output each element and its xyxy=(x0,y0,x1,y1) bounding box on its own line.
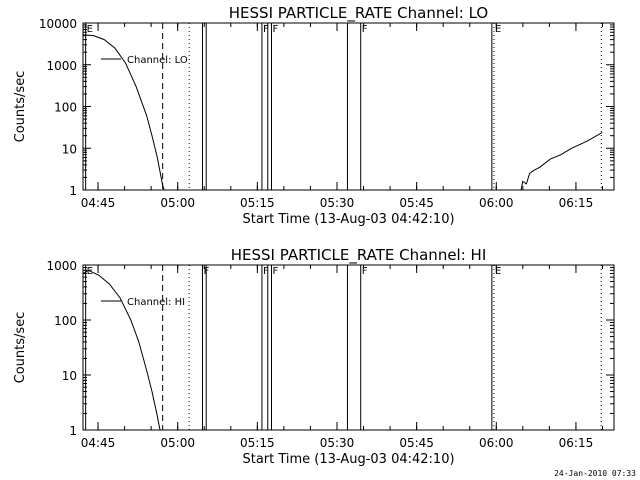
panel-2-x-tick-label: 06:15 xyxy=(559,436,594,450)
panel-1-series-line xyxy=(520,131,603,191)
panel-1-y-axis-label: Counts/sec xyxy=(13,71,28,143)
panel-1-event-flag-label: E xyxy=(495,24,501,35)
panel-1-y-tick-label: 10 xyxy=(62,142,77,156)
panel-2-y-tick-label: 1000 xyxy=(46,259,77,273)
panel-1-x-tick-label: 06:00 xyxy=(479,196,514,210)
panel-2-x-tick-label: 05:15 xyxy=(240,436,275,450)
panel-1-x-tick-label: 05:45 xyxy=(399,196,434,210)
panel-2-x-tick-label: 06:00 xyxy=(479,436,514,450)
panel-1-event-flag-label: E xyxy=(87,24,93,35)
panel-2-event-flag-label: F xyxy=(263,266,269,277)
footer-timestamp: 24-Jan-2010 07:33 xyxy=(554,469,636,478)
panel-1-x-axis-label: Start Time (13-Aug-03 04:42:10) xyxy=(242,212,454,227)
panel-1-y-tick-label: 100 xyxy=(54,101,77,115)
panel-2-x-tick-label: 04:45 xyxy=(81,436,116,450)
panel-1-legend-label: Channel: LO xyxy=(127,55,188,66)
panel-2-series-line xyxy=(82,269,161,431)
panel-1-event-flag-label: F xyxy=(362,24,368,35)
panel-2-plot-frame xyxy=(82,264,615,431)
panel-2-y-tick-label: 100 xyxy=(54,314,77,328)
panel-1-x-tick-label: 04:45 xyxy=(81,196,116,210)
panel-1-y-tick-label: 10000 xyxy=(39,17,77,31)
panel-1-y-tick-label: 1000 xyxy=(46,59,77,73)
panel-2-y-tick-label: 1 xyxy=(69,424,77,438)
panel-1-x-tick-label: 05:30 xyxy=(320,196,355,210)
panel-2-legend-label: Channel: HI xyxy=(127,297,185,308)
panel-2-event-flag-label: F xyxy=(273,266,279,277)
panel-1-y-tick-label: 1 xyxy=(69,184,77,198)
panel-2-x-axis-label: Start Time (13-Aug-03 04:42:10) xyxy=(242,452,454,467)
panel-2-x-tick-label: 05:00 xyxy=(160,436,195,450)
panel-1-x-tick-label: 05:00 xyxy=(160,196,195,210)
panel-1-x-tick-label: 05:15 xyxy=(240,196,275,210)
panel-2-y-tick-label: 10 xyxy=(62,369,77,383)
panel-2-event-flag-label: F xyxy=(362,266,368,277)
panel-2-x-tick-label: 05:30 xyxy=(320,436,355,450)
panel-1-event-flag-label: F xyxy=(263,24,269,35)
panel-2-x-tick-label: 05:45 xyxy=(399,436,434,450)
panel-2-chart-title: HESSI PARTICLE_RATE Channel: HI xyxy=(231,246,487,265)
panel-1-series-line xyxy=(82,34,165,191)
panel-1-x-tick-label: 06:15 xyxy=(559,196,594,210)
panel-1-chart-title: HESSI PARTICLE_RATE Channel: LO xyxy=(229,4,488,23)
panel-1-event-flag-label: F xyxy=(273,24,279,35)
panel-2-y-axis-label: Counts/sec xyxy=(13,312,28,384)
panel-2-event-flag-label: E xyxy=(495,266,501,277)
